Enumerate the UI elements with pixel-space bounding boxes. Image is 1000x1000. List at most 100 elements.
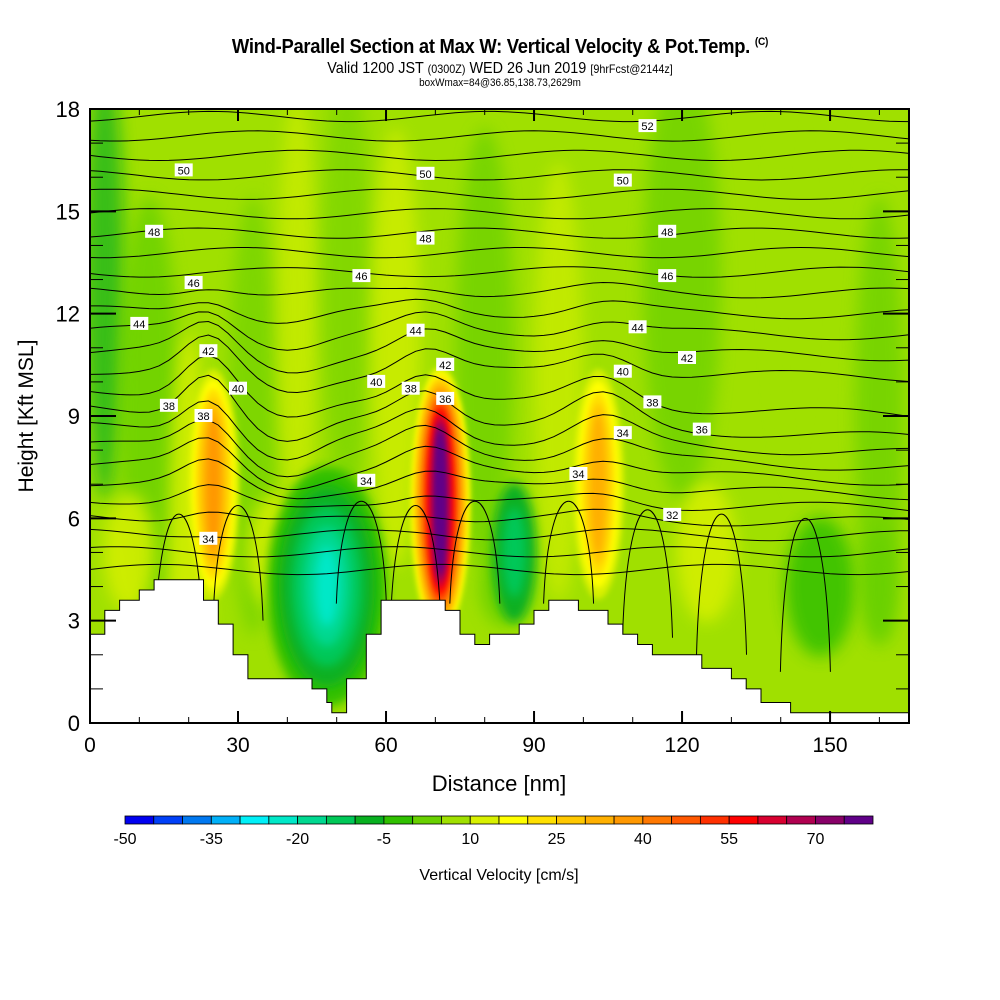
box-wmax-info: boxWmax=84@36.85,138.73,2629m — [419, 77, 581, 89]
field-band — [371, 127, 421, 568]
contour-label: 42 — [436, 357, 455, 372]
contour-label-box — [406, 323, 425, 337]
velocity-field — [90, 109, 909, 723]
contour-label: 46 — [352, 269, 371, 283]
contour-label-text: 40 — [232, 384, 244, 396]
colorbar-swatch — [354, 815, 385, 825]
theta-contour-line — [90, 266, 909, 278]
field-patch — [785, 516, 856, 657]
colorbar-tick-label: -20 — [286, 831, 309, 848]
y-tick-label: 6 — [68, 506, 80, 531]
colorbar-swatch — [584, 815, 615, 825]
terrain-profile — [89, 579, 910, 724]
field-band — [534, 161, 584, 602]
contour-label-box — [692, 422, 711, 436]
contour-label-box — [613, 364, 632, 378]
contour-label: 50 — [174, 163, 193, 177]
theta-contour-line — [90, 419, 909, 478]
contour-label-text: 48 — [148, 227, 160, 239]
contour-label-text: 50 — [178, 165, 190, 177]
contour-label-text: 38 — [646, 397, 658, 409]
contour-label-box — [658, 224, 677, 238]
contour-label: 50 — [416, 166, 435, 181]
theta-contour-line — [90, 246, 909, 259]
colorbar-swatch — [671, 815, 701, 825]
contour-label: 36 — [692, 422, 711, 437]
colorbar-swatch — [412, 815, 442, 825]
theta-contour-line — [90, 311, 909, 351]
contour-label: 38 — [194, 409, 213, 423]
colorbar-swatch — [556, 815, 586, 825]
y-tick-label: 12 — [56, 302, 80, 327]
theta-contour-line — [90, 130, 909, 142]
theta-contour-line — [90, 354, 909, 418]
theta-contour-line — [90, 73, 909, 83]
theta-contour-line — [90, 53, 909, 63]
contour-label: 36 — [436, 391, 455, 406]
theta-contour-line — [90, 110, 909, 123]
theta-contour-line — [90, 528, 909, 542]
contour-label-text: 34 — [572, 469, 584, 481]
colorbar-tick-label: 55 — [720, 831, 738, 848]
contour-label: 32 — [663, 507, 682, 522]
contour-label-box — [569, 467, 588, 480]
contour-label: 42 — [678, 351, 696, 365]
contour-label-text: 42 — [681, 353, 693, 365]
theta-contours — [90, 53, 909, 672]
contour-label-box — [159, 398, 178, 412]
contour-label-text: 38 — [197, 411, 209, 423]
colorbar-tick-label: -5 — [377, 831, 391, 848]
field-patch — [104, 492, 155, 613]
theta-contour-line — [90, 227, 909, 239]
contour-label-text: 44 — [409, 326, 421, 338]
forecast-info: [9hrFcst@2144z] — [590, 62, 673, 76]
contour-label: 38 — [159, 398, 178, 413]
contour-label-text: 46 — [661, 271, 673, 283]
colorbar-swatch — [441, 815, 471, 825]
x-tick-label: 90 — [522, 734, 545, 757]
contour-label-text: 36 — [439, 394, 451, 406]
contour-label: 46 — [658, 269, 677, 283]
contour-label-box — [352, 269, 371, 283]
colorbar-tick-label: -35 — [200, 831, 223, 848]
y-tick-label: 3 — [68, 609, 80, 634]
contour-label: 40 — [613, 364, 632, 379]
theta-contour-line — [90, 188, 909, 200]
contour-label-box — [638, 119, 657, 133]
chart-title: Wind-Parallel Section at Max W: Vertical… — [40, 36, 960, 59]
colorbar-label: Vertical Velocity [cm/s] — [419, 867, 578, 884]
theta-contour-line — [90, 546, 909, 558]
title-text: Wind-Parallel Section at Max W: Vertical… — [231, 36, 751, 58]
copyright-mark: (C) — [754, 36, 769, 48]
contour-label-text: 50 — [419, 169, 431, 181]
x-tick-label: 120 — [665, 734, 700, 757]
theta-contour-line — [90, 374, 909, 442]
theta-contour-line — [90, 334, 909, 394]
contour-label: 38 — [401, 381, 420, 396]
y-tick-label: 15 — [56, 199, 80, 224]
field-band — [322, 109, 372, 500]
contour-label: 48 — [416, 231, 435, 246]
colorbar: -50 -35 -20 -5 10 25 40 55 70 — [113, 815, 874, 848]
x-tick-label: 60 — [374, 734, 397, 757]
field-band — [90, 109, 125, 500]
colorbar-swatch — [239, 815, 270, 825]
updraft-core — [591, 415, 606, 554]
theta-contour-line — [90, 563, 909, 576]
contour-label-box — [613, 426, 632, 440]
terrain-mask — [89, 579, 910, 724]
theta-contour-line — [90, 484, 909, 512]
contour-label-text: 44 — [133, 319, 145, 331]
contour-label-box — [199, 344, 218, 358]
theta-contour-line — [696, 513, 748, 655]
y-axis-label: Height [Kft MSL] — [15, 340, 38, 493]
theta-contour-line — [90, 281, 909, 299]
colorbar-swatch — [699, 815, 730, 825]
contour-label-text: 46 — [187, 278, 199, 290]
theta-contour-line — [390, 505, 442, 621]
theta-contour-line — [90, 400, 909, 461]
contour-label: 50 — [613, 173, 632, 188]
x-tick-label: 30 — [226, 734, 249, 757]
contour-label-box — [194, 409, 213, 422]
